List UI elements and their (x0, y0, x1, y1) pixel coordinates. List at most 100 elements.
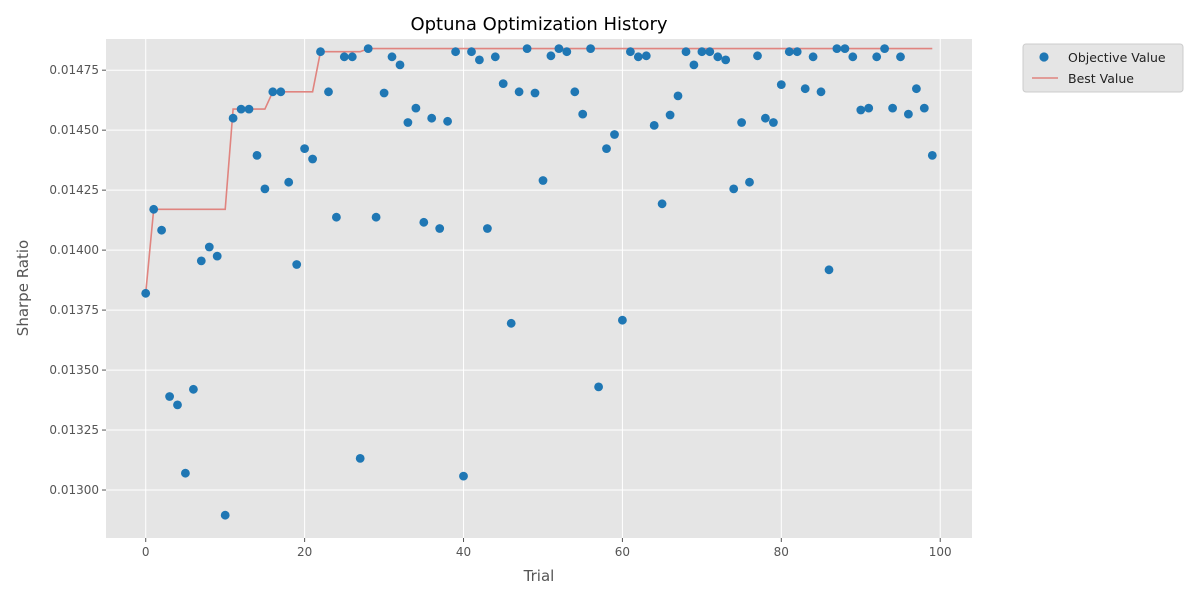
objective-value-point (673, 91, 683, 101)
objective-value-point (800, 84, 810, 94)
y-tick-label: 0.01450 (49, 123, 99, 137)
grid-lines (106, 39, 972, 538)
objective-value-point (856, 105, 866, 115)
objective-value-point (745, 177, 754, 187)
objective-value-point (490, 52, 500, 62)
objective-value-point (244, 104, 254, 114)
objective-value-point (475, 55, 484, 65)
objective-value-point (904, 109, 913, 119)
objective-value-point (570, 87, 580, 97)
objective-value-point (498, 79, 508, 88)
objective-value-point (196, 256, 206, 266)
objective-value-point (292, 260, 302, 269)
objective-value-point (586, 44, 595, 53)
legend-box (1022, 43, 1184, 93)
objective-value-point (252, 151, 262, 160)
objective-value-point (769, 118, 778, 127)
objective-value-point (403, 118, 413, 127)
y-tick-label: 0.01400 (49, 243, 99, 257)
objective-value-point (316, 47, 325, 57)
objective-value-point (761, 113, 770, 123)
objective-value-point (220, 510, 230, 520)
objective-value-point (864, 103, 874, 113)
x-tick-label: 100 (929, 545, 952, 559)
objective-value-series (141, 44, 937, 520)
objective-value-point (395, 60, 405, 70)
objective-value-point (268, 87, 278, 97)
objective-value-point (721, 55, 731, 65)
objective-value-point (411, 103, 421, 113)
objective-value-point (363, 44, 373, 53)
chart-title: Optuna Optimization History (410, 14, 667, 35)
objective-value-point (181, 468, 190, 478)
objective-value-point (276, 87, 286, 97)
objective-value-point (641, 51, 651, 61)
y-tick-label: 0.01425 (49, 183, 99, 197)
objective-value-point (355, 454, 365, 463)
objective-value-point (419, 217, 429, 227)
objective-value-point (387, 52, 397, 62)
objective-value-point (848, 52, 858, 62)
objective-value-point (792, 47, 802, 57)
objective-value-point (808, 52, 818, 62)
objective-value-point (530, 88, 540, 98)
objective-value-point (888, 103, 897, 113)
objective-value-point (912, 84, 921, 94)
objective-value-point (260, 184, 270, 194)
objective-value-point (228, 113, 238, 123)
objective-value-point (824, 265, 834, 275)
objective-value-point (467, 47, 476, 57)
objective-value-point (339, 52, 349, 62)
objective-value-point (506, 318, 516, 328)
objective-value-point (435, 224, 445, 233)
objective-value-point (753, 51, 762, 61)
objective-value-point (554, 44, 564, 53)
objective-value-point (896, 52, 905, 62)
objective-value-point (514, 87, 524, 97)
objective-value-point (173, 400, 182, 410)
objective-value-point (522, 44, 532, 53)
legend-label-objective-value: Objective Value (1068, 50, 1166, 65)
objective-value-point (157, 225, 167, 235)
plot-area (106, 39, 972, 538)
legend-marker-objective-value (1039, 52, 1049, 62)
objective-value-point (649, 121, 659, 130)
x-axis-label: Trial (523, 567, 555, 585)
objective-value-point (840, 44, 850, 53)
objective-value-point (729, 184, 739, 194)
objective-value-point (737, 118, 746, 127)
objective-value-point (919, 103, 929, 113)
x-tick-label: 20 (297, 545, 312, 559)
objective-value-point (594, 382, 603, 392)
legend: Objective Value Best Value (1022, 43, 1184, 93)
objective-value-point (324, 87, 333, 97)
axis-ticks: 0 20 40 60 80 100 0.01300 0.01325 0.01350 0.01375… (49, 63, 951, 559)
objective-value-point (633, 52, 643, 62)
objective-value-point (371, 212, 381, 222)
x-tick-label: 40 (456, 545, 471, 559)
legend-label-best-value: Best Value (1068, 71, 1134, 86)
y-tick-label: 0.01350 (49, 363, 99, 377)
objective-value-point (332, 212, 341, 222)
x-tick-label: 80 (774, 545, 789, 559)
objective-value-point (300, 144, 309, 154)
objective-value-point (872, 52, 882, 62)
objective-value-point (610, 130, 619, 139)
objective-value-point (657, 199, 667, 209)
x-tick-label: 60 (615, 545, 630, 559)
objective-value-point (681, 47, 691, 57)
objective-value-point (189, 384, 198, 394)
objective-value-point (713, 52, 723, 62)
y-axis-label: Sharpe Ratio (14, 240, 32, 336)
objective-value-point (705, 47, 715, 57)
objective-value-point (204, 242, 214, 252)
objective-value-point (149, 204, 159, 214)
objective-value-point (451, 47, 460, 57)
objective-value-point (562, 47, 572, 57)
objective-value-point (379, 88, 389, 98)
y-tick-label: 0.01475 (49, 63, 99, 77)
objective-value-point (602, 144, 611, 154)
objective-value-point (880, 44, 889, 53)
objective-value-point (308, 154, 317, 164)
